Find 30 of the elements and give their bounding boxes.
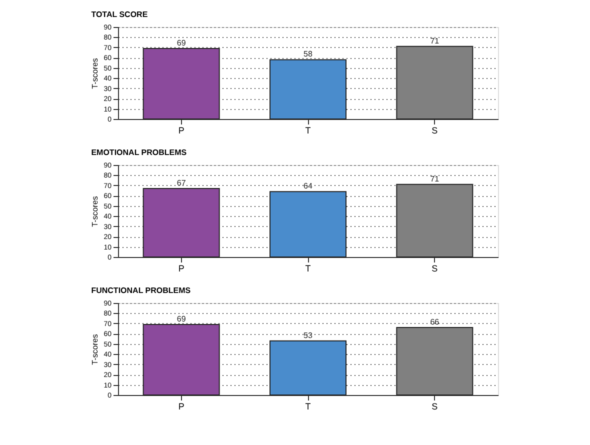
- x-tick-label: S: [432, 126, 438, 136]
- x-tick-label: P: [178, 402, 184, 412]
- y-axis-title: T-scores: [90, 58, 100, 89]
- y-axis-title: T-scores: [90, 334, 100, 365]
- data-label: 71: [430, 174, 440, 184]
- data-label: 69: [176, 314, 186, 324]
- bar: [270, 59, 346, 120]
- chart-title: TOTAL SCORE: [91, 10, 148, 19]
- bar: [270, 340, 346, 396]
- y-axis-title: T-scores: [90, 196, 100, 227]
- x-tick-label: T: [305, 264, 312, 274]
- x-tick-label: P: [178, 126, 184, 136]
- data-label: 53: [304, 330, 313, 340]
- data-label: 58: [304, 50, 313, 59]
- bar: [142, 48, 220, 120]
- x-tick-label: T: [305, 402, 312, 412]
- bar: [142, 324, 220, 396]
- data-label: 64: [304, 182, 313, 191]
- data-label: 71: [430, 36, 440, 46]
- bar: [396, 46, 474, 120]
- x-tick-label: S: [432, 402, 438, 412]
- chart-title: FUNCTIONAL PROBLEMS: [91, 286, 192, 295]
- x-tick-label: T: [305, 126, 312, 136]
- x-tick-label: S: [432, 264, 438, 274]
- data-label: 67: [176, 178, 186, 188]
- bar: [396, 327, 474, 396]
- data-label: 66: [430, 318, 440, 327]
- chart-title: EMOTIONAL PROBLEMS: [91, 148, 188, 157]
- data-label: 69: [176, 38, 186, 48]
- x-tick-label: P: [178, 264, 184, 274]
